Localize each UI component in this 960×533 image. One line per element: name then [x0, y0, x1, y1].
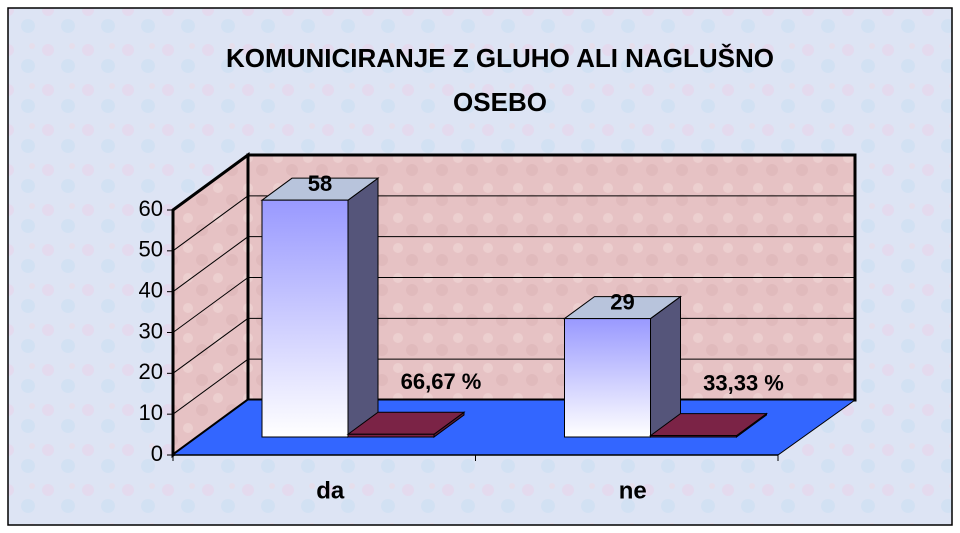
- bar-side: [650, 295, 681, 438]
- y-tick-label: 30: [139, 318, 163, 343]
- grid-line: [172, 317, 249, 374]
- data-label: 29: [610, 289, 634, 314]
- data-label: 66,67 %: [401, 369, 482, 394]
- grid-line: [172, 195, 249, 252]
- bar: [650, 435, 737, 438]
- grid-line: [172, 277, 249, 333]
- data-label: 33,33 %: [703, 370, 784, 395]
- data-label: 58: [308, 171, 332, 196]
- y-tick-label: 50: [139, 237, 163, 262]
- x-tick-label: da: [316, 477, 345, 504]
- y-tick-label: 20: [139, 359, 163, 384]
- bar: [347, 433, 435, 438]
- grid-line: [172, 358, 249, 415]
- x-tick-label: ne: [619, 477, 647, 504]
- chart-title: KOMUNICIRANJE Z GLUHO ALI NAGLUŠNO OSEBO: [226, 43, 774, 117]
- bar: [564, 318, 651, 438]
- grid-line: [172, 236, 249, 293]
- y-tick-label: 60: [139, 196, 163, 221]
- y-tick-label: 10: [139, 400, 163, 425]
- y-tick-label: 40: [139, 277, 163, 302]
- grid-line: [172, 154, 249, 211]
- y-tick-label: 0: [151, 441, 163, 466]
- bar-side: [347, 177, 379, 438]
- bar: [261, 199, 349, 438]
